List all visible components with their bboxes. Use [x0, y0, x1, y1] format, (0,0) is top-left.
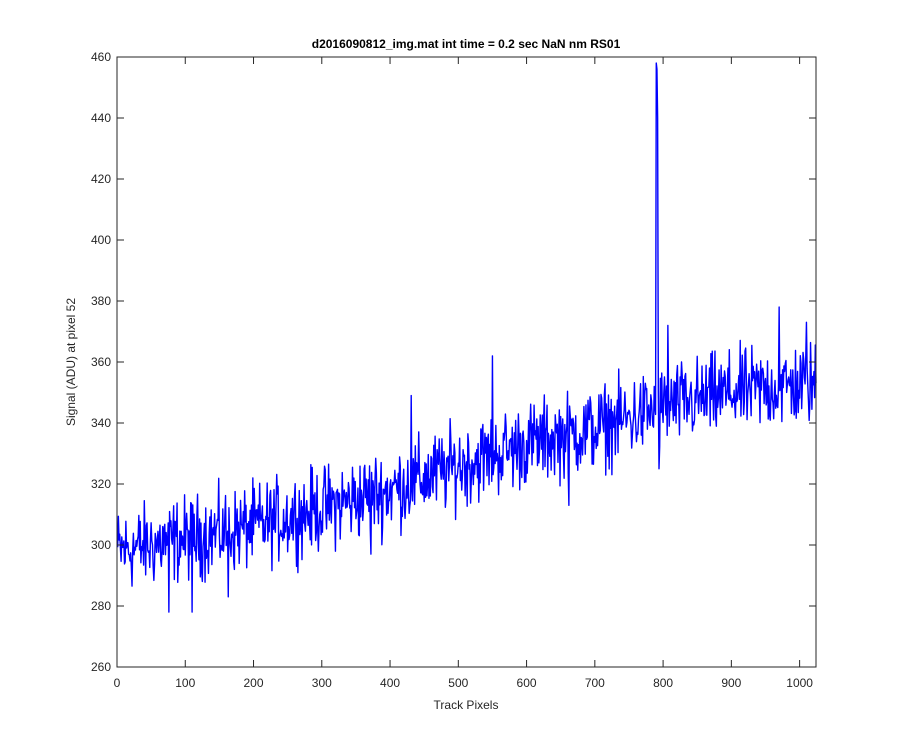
y-axis-label: Signal (ADU) at pixel 52	[64, 298, 78, 426]
data-layer	[116, 62, 817, 613]
x-tick-label: 400	[380, 676, 400, 690]
x-tick-label: 100	[175, 676, 195, 690]
x-axis-label: Track Pixels	[434, 698, 499, 712]
signal-series-line	[116, 62, 817, 613]
y-tick-label: 280	[91, 599, 111, 613]
y-tick-label: 260	[91, 660, 111, 674]
x-tick-label: 1000	[786, 676, 813, 690]
y-axis-ticks: 260 280 300 320 340 360 380 400 420 440 460	[91, 50, 816, 674]
y-tick-label: 320	[91, 477, 111, 491]
x-tick-label: 500	[448, 676, 468, 690]
x-axis-ticks: 0 100 200 300 400 500 600 700 800 900 1000	[114, 57, 813, 690]
y-tick-label: 300	[91, 538, 111, 552]
x-tick-label: 200	[244, 676, 264, 690]
y-tick-label: 340	[91, 416, 111, 430]
x-tick-label: 800	[653, 676, 673, 690]
x-tick-label: 600	[517, 676, 537, 690]
x-tick-label: 300	[312, 676, 332, 690]
chart-title: d2016090812_img.mat int time = 0.2 sec N…	[312, 37, 621, 51]
y-tick-label: 360	[91, 355, 111, 369]
x-tick-label: 700	[585, 676, 605, 690]
y-tick-label: 460	[91, 50, 111, 64]
y-tick-label: 400	[91, 233, 111, 247]
x-tick-label: 0	[114, 676, 121, 690]
y-tick-label: 380	[91, 294, 111, 308]
x-tick-label: 900	[721, 676, 741, 690]
y-tick-label: 440	[91, 111, 111, 125]
y-tick-label: 420	[91, 172, 111, 186]
